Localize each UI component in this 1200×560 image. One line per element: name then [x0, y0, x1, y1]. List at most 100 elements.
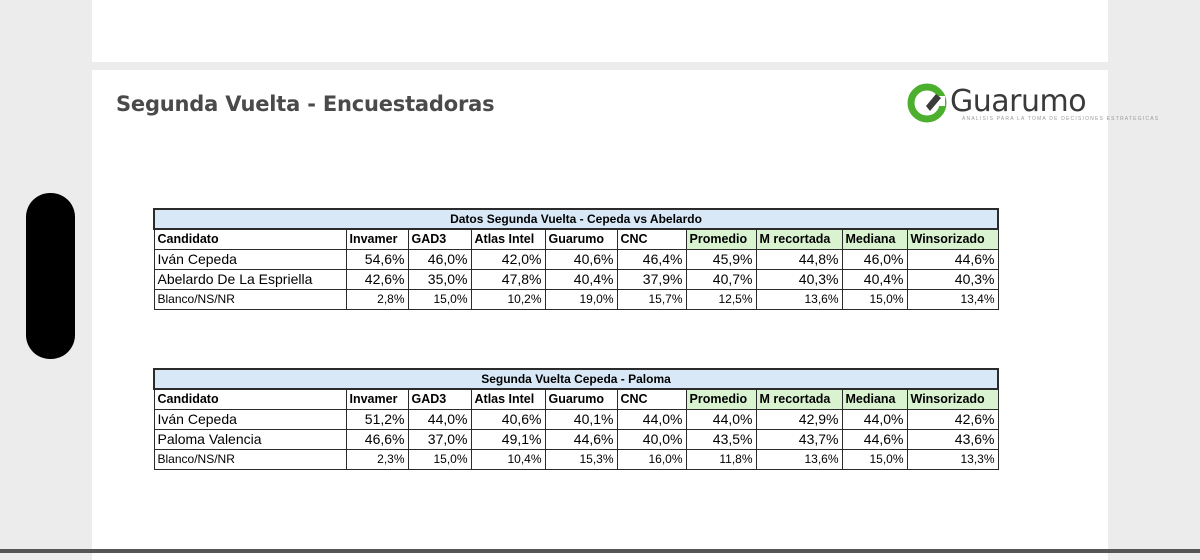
table-cell: 10,4% [470, 449, 546, 470]
table-cell: 2,8% [345, 289, 409, 310]
table-cell: 13,6% [755, 289, 843, 310]
table-cell: 40,7% [685, 269, 757, 290]
header-cnc: CNC [616, 388, 687, 410]
logo-wordmark: Guarumo [950, 84, 1087, 119]
header-mediana: Mediana [841, 388, 908, 410]
logo-tagline: ANALISIS PARA LA TOMA DE DECISIONES ESTR… [962, 116, 1160, 122]
table-row: Iván Cepeda 54,6% 46,0% 42,0% 40,6% 46,4… [153, 249, 999, 270]
table-cell: 45,9% [685, 249, 757, 270]
header-candidato: Candidato [153, 228, 347, 250]
table-cell: 43,5% [685, 429, 757, 450]
header-gad3: GAD3 [407, 228, 472, 250]
header-winsorizado: Winsorizado [906, 228, 999, 250]
table-cell: 15,0% [407, 289, 472, 310]
table-cell: 46,6% [345, 429, 409, 450]
table-cell: 44,0% [685, 409, 757, 430]
table-cell: 51,2% [345, 409, 409, 430]
header-guarumo: Guarumo [544, 388, 618, 410]
table-cell: 35,0% [407, 269, 472, 290]
table-row: Abelardo De La Espriella 42,6% 35,0% 47,… [153, 269, 999, 290]
table-cell: 13,3% [906, 449, 999, 470]
table-cell: 2,3% [345, 449, 409, 470]
table-cell: 15,7% [616, 289, 687, 310]
candidate-name: Blanco/NS/NR [153, 289, 347, 310]
table-cell: 40,3% [906, 269, 999, 290]
table-cell: 44,8% [755, 249, 843, 270]
table-cell: 16,0% [616, 449, 687, 470]
table-cell: 12,5% [685, 289, 757, 310]
table-cell: 15,0% [407, 449, 472, 470]
table-cell: 43,7% [755, 429, 843, 450]
table-cell: 46,4% [616, 249, 687, 270]
table-cell: 40,1% [544, 409, 618, 430]
table-row: Blanco/NS/NR 2,8% 15,0% 10,2% 19,0% 15,7… [153, 289, 999, 310]
table-cell: 42,6% [345, 269, 409, 290]
table-header-row: Candidato Invamer GAD3 Atlas Intel Guaru… [153, 228, 999, 250]
header-promedio: Promedio [685, 228, 757, 250]
table-cell: 47,8% [470, 269, 546, 290]
table-cell: 44,0% [407, 409, 472, 430]
candidate-name: Iván Cepeda [153, 409, 347, 430]
table-cell: 44,0% [616, 409, 687, 430]
header-guarumo: Guarumo [544, 228, 618, 250]
header-atlas-intel: Atlas Intel [470, 388, 546, 410]
table-cell: 40,6% [470, 409, 546, 430]
table-cell: 44,6% [544, 429, 618, 450]
table-cell: 40,3% [755, 269, 843, 290]
header-m-recortada: M recortada [755, 388, 843, 410]
table-cell: 15,0% [841, 289, 908, 310]
candidate-name: Abelardo De La Espriella [153, 269, 347, 290]
table-cell: 15,0% [841, 449, 908, 470]
header-m-recortada: M recortada [755, 228, 843, 250]
bottom-divider [0, 549, 1200, 553]
table-title: Datos Segunda Vuelta - Cepeda vs Abelard… [153, 208, 999, 230]
candidate-name: Iván Cepeda [153, 249, 347, 270]
table-row: Paloma Valencia 46,6% 37,0% 49,1% 44,6% … [153, 429, 999, 450]
table-cell: 10,2% [470, 289, 546, 310]
table-cell: 49,1% [470, 429, 546, 450]
header-invamer: Invamer [345, 228, 409, 250]
header-promedio: Promedio [685, 388, 757, 410]
table-cell: 46,0% [841, 249, 908, 270]
table-cell: 40,6% [544, 249, 618, 270]
table-cell: 40,0% [616, 429, 687, 450]
poll-table-cepeda-vs-paloma: Segunda Vuelta Cepeda - Paloma Candidato… [153, 368, 999, 470]
header-winsorizado: Winsorizado [906, 388, 999, 410]
table-cell: 44,6% [841, 429, 908, 450]
candidate-name: Paloma Valencia [153, 429, 347, 450]
slide-title: Segunda Vuelta - Encuestadoras [116, 92, 495, 116]
header-invamer: Invamer [345, 388, 409, 410]
table-cell: 37,0% [407, 429, 472, 450]
table-cell: 42,9% [755, 409, 843, 430]
table-cell: 19,0% [544, 289, 618, 310]
table-cell: 44,6% [906, 249, 999, 270]
table-row: Iván Cepeda 51,2% 44,0% 40,6% 40,1% 44,0… [153, 409, 999, 430]
table-cell: 43,6% [906, 429, 999, 450]
side-scroll-handle[interactable] [26, 193, 75, 359]
previous-slide-card [92, 0, 1108, 62]
table-cell: 11,8% [685, 449, 757, 470]
table-cell: 46,0% [407, 249, 472, 270]
table-cell: 44,0% [841, 409, 908, 430]
table-title: Segunda Vuelta Cepeda - Paloma [153, 368, 999, 390]
table-cell: 13,6% [755, 449, 843, 470]
table-cell: 40,4% [841, 269, 908, 290]
slide-card [92, 70, 1108, 560]
poll-table-cepeda-vs-abelardo: Datos Segunda Vuelta - Cepeda vs Abelard… [153, 208, 999, 310]
candidate-name: Blanco/NS/NR [153, 449, 347, 470]
table-header-row: Candidato Invamer GAD3 Atlas Intel Guaru… [153, 388, 999, 410]
header-mediana: Mediana [841, 228, 908, 250]
table-cell: 42,6% [906, 409, 999, 430]
header-candidato: Candidato [153, 388, 347, 410]
table-cell: 40,4% [544, 269, 618, 290]
header-cnc: CNC [616, 228, 687, 250]
table-cell: 13,4% [906, 289, 999, 310]
table-cell: 37,9% [616, 269, 687, 290]
table-cell: 42,0% [470, 249, 546, 270]
table-cell: 15,3% [544, 449, 618, 470]
table-cell: 54,6% [345, 249, 409, 270]
header-atlas-intel: Atlas Intel [470, 228, 546, 250]
header-gad3: GAD3 [407, 388, 472, 410]
guarumo-logo: Guarumo ANALISIS PARA LA TOMA DE DECISIO… [906, 82, 1158, 128]
guarumo-logo-icon [907, 83, 947, 123]
